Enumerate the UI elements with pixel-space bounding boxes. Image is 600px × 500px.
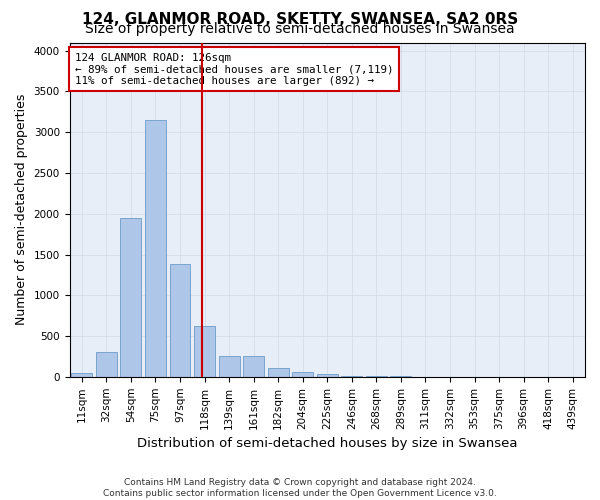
Bar <box>194 326 215 377</box>
Bar <box>170 264 190 377</box>
Text: 124 GLANMOR ROAD: 126sqm
← 89% of semi-detached houses are smaller (7,119)
11% o: 124 GLANMOR ROAD: 126sqm ← 89% of semi-d… <box>74 52 393 86</box>
Bar <box>121 218 142 377</box>
Bar <box>292 372 313 377</box>
Bar <box>341 376 362 377</box>
Bar <box>243 356 264 377</box>
Text: 124, GLANMOR ROAD, SKETTY, SWANSEA, SA2 0RS: 124, GLANMOR ROAD, SKETTY, SWANSEA, SA2 … <box>82 12 518 26</box>
Bar <box>145 120 166 377</box>
Bar <box>268 368 289 377</box>
Y-axis label: Number of semi-detached properties: Number of semi-detached properties <box>15 94 28 326</box>
Text: Contains HM Land Registry data © Crown copyright and database right 2024.
Contai: Contains HM Land Registry data © Crown c… <box>103 478 497 498</box>
X-axis label: Distribution of semi-detached houses by size in Swansea: Distribution of semi-detached houses by … <box>137 437 518 450</box>
Bar <box>317 374 338 377</box>
Bar <box>218 356 239 377</box>
Bar <box>71 372 92 377</box>
Bar <box>96 352 117 377</box>
Text: Size of property relative to semi-detached houses in Swansea: Size of property relative to semi-detach… <box>85 22 515 36</box>
